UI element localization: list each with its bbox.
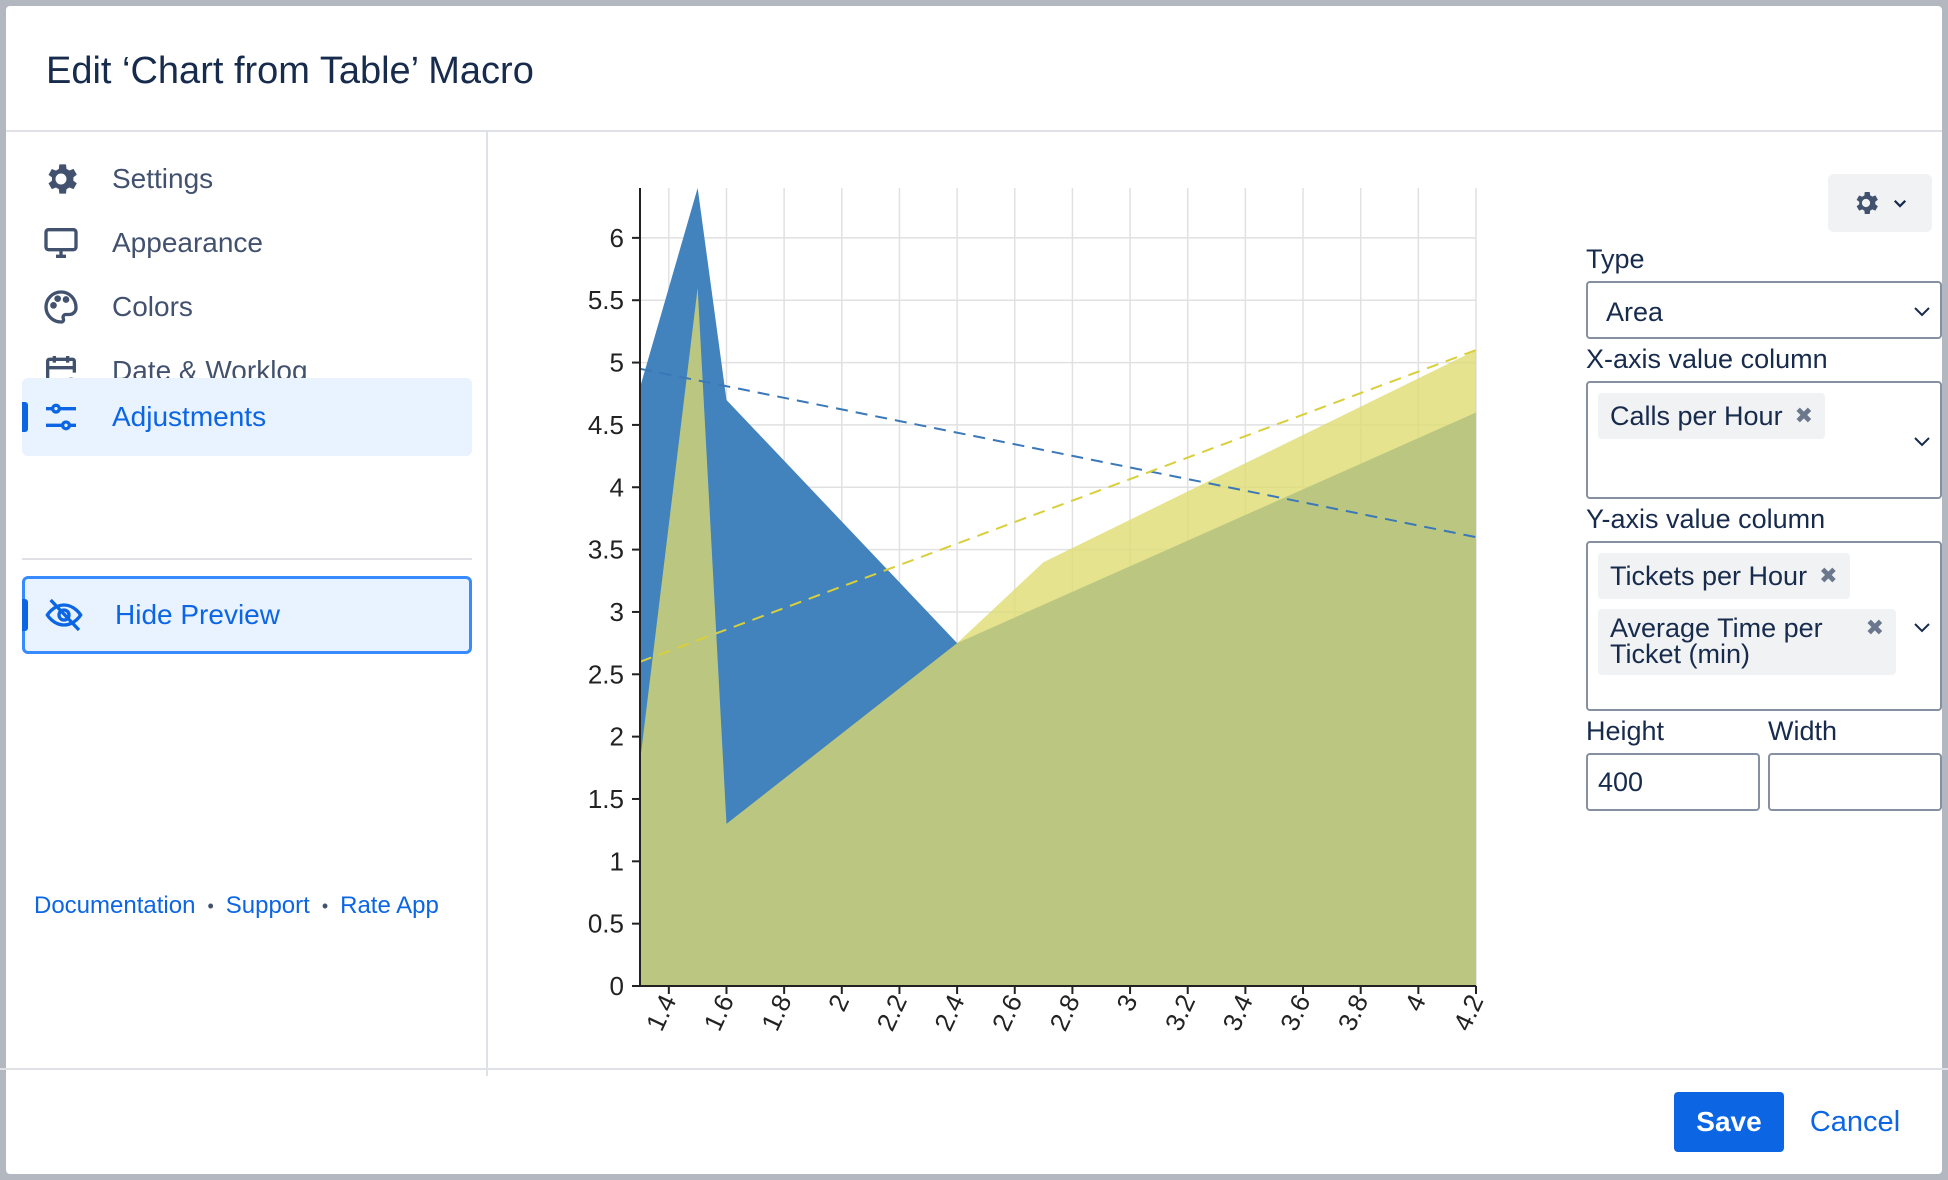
eye-slash-icon: [43, 594, 85, 636]
y-tick-label: 4.5: [588, 410, 624, 440]
x-tick-label: 2: [822, 990, 855, 1016]
type-label: Type: [1586, 244, 1645, 274]
area-chart: 0 0.5 1 1.5 2 2.5 3 3.5 4 4.5 5 5.5 6 1.4 1.6 1.8 2 2.2 2.…: [588, 188, 1489, 1035]
hide-preview-label: Hide Preview: [115, 599, 280, 630]
x-tick-label: 3.8: [1332, 990, 1374, 1035]
link-separator: •: [321, 895, 329, 916]
y-tick-label: 2.5: [588, 659, 624, 689]
rate-app-link[interactable]: Rate App: [340, 892, 439, 919]
chevron-down-icon: [1914, 307, 1930, 317]
sidebar-item-adjustments[interactable]: Adjustments: [22, 378, 472, 456]
y-tick-label: 0: [610, 971, 624, 1001]
hide-preview-button[interactable]: Hide Preview: [22, 576, 472, 654]
tag-label: Calls per Hour: [1610, 400, 1783, 431]
remove-tag-icon[interactable]: ✖: [1794, 403, 1813, 428]
y-tick-label: 4: [610, 472, 624, 502]
area-series-2: [640, 287, 1476, 986]
height-input[interactable]: [1586, 753, 1760, 811]
y-tick-label: 5: [610, 348, 624, 378]
link-separator: •: [207, 895, 214, 916]
remove-tag-icon[interactable]: ✖: [1865, 615, 1884, 640]
y-axis-tag: Average Time per Ticket (min) ✖: [1598, 609, 1896, 675]
chevron-down-icon: [1914, 437, 1930, 447]
x-axis-label: X-axis value column: [1586, 344, 1828, 374]
gear-icon: [1856, 192, 1878, 214]
y-tick-label: 0.5: [588, 909, 624, 939]
y-tick-label: 3: [610, 597, 624, 627]
tag-label: Average Time per Ticket (min): [1610, 613, 1823, 669]
cancel-button[interactable]: Cancel: [1796, 1092, 1914, 1152]
type-select-value: Area: [1606, 297, 1664, 327]
y-axis-label: Y-axis value column: [1586, 504, 1826, 534]
y-axis-tag: Tickets per Hour ✖: [1598, 553, 1850, 599]
chevron-down-icon: [1893, 199, 1907, 208]
documentation-link[interactable]: Documentation: [34, 892, 196, 919]
x-axis-select[interactable]: Calls per Hour ✖: [1586, 381, 1942, 499]
y-tick-label: 5.5: [588, 285, 624, 315]
sidebar-divider: [22, 558, 472, 560]
chart-preview: 0 0.5 1 1.5 2 2.5 3 3.5 4 4.5 5 5.5 6 1.4 1.6 1.8 2 2.2 2.…: [488, 132, 1520, 1076]
palette-icon: [40, 286, 82, 328]
sidebar-links: Documentation • Support • Rate App: [34, 892, 439, 920]
y-tick-label: 2: [610, 722, 624, 752]
x-tick-label: 3.6: [1274, 990, 1316, 1035]
x-tick-label: 3.4: [1216, 990, 1258, 1035]
sidebar-item-appearance[interactable]: Appearance: [22, 204, 472, 282]
x-tick-label: 3.2: [1159, 990, 1201, 1035]
dialog-header: Edit ‘Chart from Table’ Macro: [6, 6, 1942, 132]
x-tick-label: 1.6: [697, 990, 739, 1035]
monitor-icon: [40, 222, 82, 264]
sidebar: Settings Appearance Colors Date & Worklo…: [6, 132, 488, 1076]
x-tick-label: 2.2: [870, 990, 912, 1035]
y-tick-label: 3.5: [588, 535, 624, 565]
sidebar-item-colors[interactable]: Colors: [22, 268, 472, 346]
width-input[interactable]: [1768, 753, 1942, 811]
trend-line-2: [639, 349, 1477, 663]
x-tick-label: 2.6: [986, 990, 1028, 1035]
sidebar-item-settings[interactable]: Settings: [22, 140, 472, 218]
sidebar-item-label: Settings: [112, 163, 214, 194]
remove-tag-icon[interactable]: ✖: [1819, 563, 1838, 588]
save-button[interactable]: Save: [1674, 1092, 1784, 1152]
chevron-down-icon: [1914, 623, 1930, 633]
trend-line-1: [639, 367, 1477, 539]
dialog-title: Edit ‘Chart from Table’ Macro: [46, 50, 534, 92]
x-tick-label: 2.8: [1043, 990, 1085, 1035]
x-tick-label: 4.2: [1447, 990, 1489, 1035]
type-select[interactable]: Area: [1586, 281, 1942, 339]
y-axis-select[interactable]: Tickets per Hour ✖ Average Time per Tick…: [1586, 541, 1942, 711]
sidebar-item-label: Colors: [112, 291, 193, 322]
x-axis-tag: Calls per Hour ✖: [1598, 393, 1825, 439]
x-tick-label: 4: [1398, 990, 1431, 1016]
y-tick-label: 1.5: [588, 784, 624, 814]
support-link[interactable]: Support: [225, 892, 310, 919]
height-label: Height: [1586, 716, 1665, 746]
sidebar-item-label: Adjustments: [112, 401, 267, 432]
x-tick-label: 3: [1110, 990, 1143, 1016]
dialog-footer: [0, 1068, 1948, 1170]
chart-settings-button[interactable]: [1828, 174, 1932, 232]
gear-icon: [40, 158, 82, 200]
width-label: Width: [1768, 716, 1838, 746]
y-tick-label: 6: [610, 223, 624, 253]
x-tick-label: 1.4: [640, 990, 682, 1035]
x-tick-label: 1.8: [755, 990, 797, 1035]
sidebar-item-label: Appearance: [112, 227, 264, 258]
tag-label: Tickets per Hour: [1610, 560, 1808, 591]
x-tick-label: 2.4: [928, 990, 970, 1035]
y-tick-label: 1: [610, 846, 624, 876]
sliders-icon: [40, 396, 82, 438]
